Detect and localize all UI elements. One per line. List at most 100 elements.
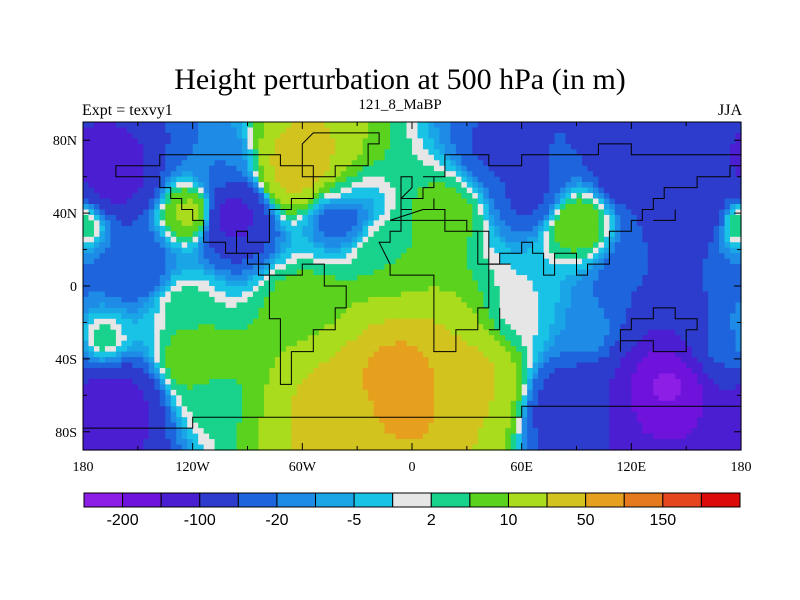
field-cell — [466, 280, 473, 287]
plot-area — [83, 122, 742, 451]
field-cell — [521, 182, 528, 189]
field-cell — [724, 198, 731, 205]
field-cell — [631, 225, 638, 232]
field-cell — [499, 340, 506, 347]
field-cell — [104, 193, 112, 200]
field-cell — [373, 329, 380, 336]
field-cell — [379, 187, 386, 194]
field-cell — [702, 132, 709, 139]
field-cell — [472, 182, 479, 189]
field-cell — [225, 258, 232, 265]
field-cell — [269, 269, 276, 276]
field-cell — [242, 171, 249, 178]
field-cell — [214, 318, 221, 325]
field-cell — [318, 187, 325, 194]
field-cell — [466, 231, 473, 238]
field-cell — [209, 171, 216, 178]
field-cell — [669, 143, 676, 150]
field-cell — [318, 302, 325, 309]
field-cell — [236, 204, 243, 211]
field-cell — [187, 204, 194, 211]
field-cell — [625, 149, 632, 156]
field-cell — [263, 143, 271, 150]
field-cell — [104, 127, 112, 134]
field-cell — [203, 329, 210, 336]
field-cell — [735, 296, 742, 303]
field-cell — [154, 318, 161, 325]
field-cell — [291, 280, 298, 287]
field-cell — [680, 182, 687, 189]
field-cell — [296, 132, 303, 139]
field-cell — [159, 143, 166, 150]
field-cell — [691, 313, 698, 320]
field-cell — [510, 302, 517, 309]
field-cell — [510, 231, 517, 238]
field-cell — [126, 296, 133, 303]
field-cell — [697, 122, 704, 129]
field-cell — [483, 340, 490, 347]
field-cell — [88, 214, 95, 221]
field-cell — [137, 204, 144, 211]
field-cell — [499, 231, 506, 238]
field-cell — [148, 318, 155, 325]
field-cell — [181, 280, 188, 287]
field-cell — [247, 214, 254, 221]
field-cell — [532, 236, 539, 243]
field-cell — [126, 275, 133, 282]
field-cell — [115, 258, 122, 265]
field-cell — [384, 225, 391, 232]
field-cell — [220, 176, 227, 183]
field-cell — [658, 193, 665, 200]
field-cell — [571, 313, 578, 320]
field-cell — [422, 269, 430, 276]
field-cell — [203, 198, 210, 205]
field-cell — [686, 329, 693, 336]
field-cell — [198, 329, 205, 336]
field-cell — [724, 165, 731, 172]
field-cell — [132, 286, 139, 293]
field-cell — [335, 138, 342, 145]
field-cell — [642, 225, 649, 232]
field-cell — [302, 236, 309, 243]
field-cell — [148, 127, 155, 134]
field-cell — [313, 296, 320, 303]
field-cell — [658, 132, 665, 139]
field-cell — [236, 291, 243, 298]
field-cell — [198, 291, 205, 298]
field-cell — [680, 165, 687, 172]
field-cell — [587, 242, 594, 249]
field-cell — [477, 346, 484, 353]
field-cell — [351, 171, 358, 178]
field-cell — [357, 154, 364, 161]
field-cell — [88, 138, 95, 145]
field-cell — [231, 209, 238, 216]
field-cell — [631, 242, 638, 249]
field-cell — [214, 346, 221, 353]
field-cell — [148, 313, 155, 320]
field-cell — [247, 182, 254, 189]
field-cell — [362, 149, 369, 156]
field-cell — [231, 132, 238, 139]
field-cell — [187, 220, 194, 227]
field-cell — [680, 138, 687, 145]
field-cell — [324, 149, 331, 156]
field-cell — [433, 253, 441, 260]
field-cell — [477, 143, 484, 150]
field-cell — [631, 264, 638, 271]
field-cell — [390, 231, 397, 238]
field-cell — [231, 291, 238, 298]
field-cell — [176, 236, 183, 243]
field-cell — [335, 231, 342, 238]
field-cell — [549, 280, 556, 287]
field-cell — [521, 138, 528, 145]
field-cell — [384, 275, 391, 282]
field-cell — [368, 193, 375, 200]
field-cell — [735, 225, 742, 232]
field-cell — [549, 236, 556, 243]
field-cell — [346, 225, 353, 232]
field-cell — [159, 198, 166, 205]
field-cell — [395, 335, 402, 342]
field-cell — [110, 149, 117, 156]
field-cell — [576, 258, 583, 265]
field-cell — [362, 122, 369, 129]
